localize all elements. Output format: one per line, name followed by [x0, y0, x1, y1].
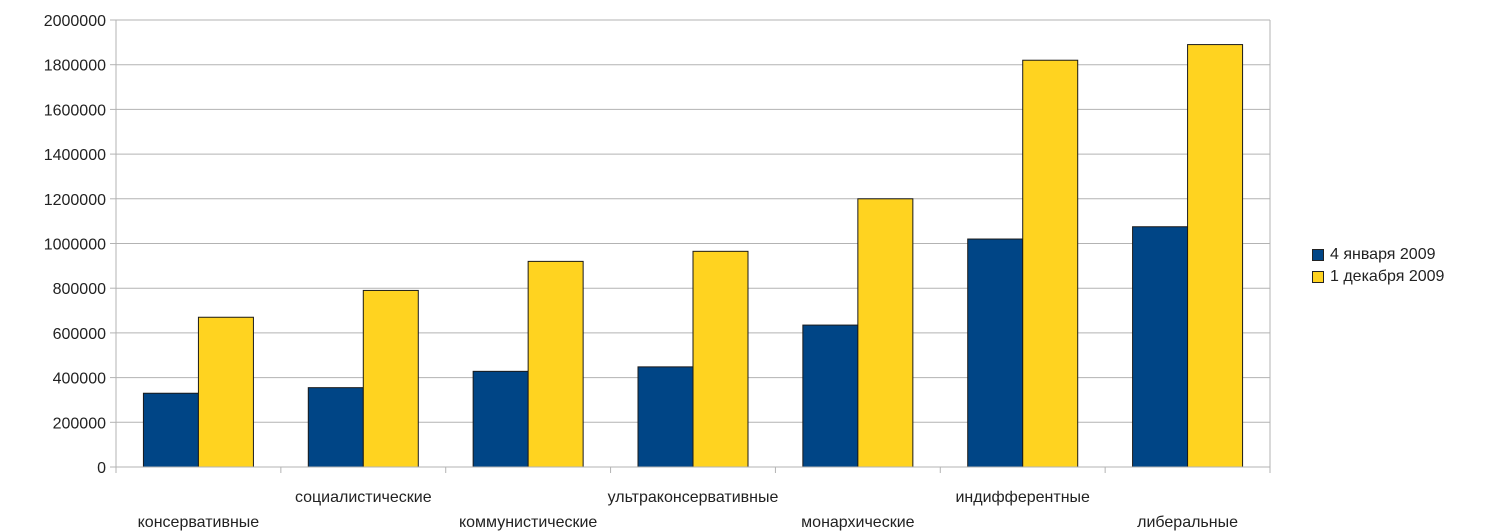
x-tick-label: ультраконсервативные — [608, 489, 779, 506]
x-tick-label: либеральные — [1137, 514, 1238, 531]
bar-series-1 — [1132, 226, 1189, 468]
y-tick-label: 1600000 — [44, 102, 106, 119]
bar-series-2 — [692, 250, 749, 468]
bar-series-1 — [472, 370, 529, 468]
legend-label: 4 января 2009 — [1330, 246, 1436, 263]
y-tick-label: 600000 — [53, 326, 106, 343]
x-tick-label: индифферентные — [955, 489, 1090, 506]
bar-series-1 — [142, 392, 199, 468]
y-tick-label: 2000000 — [44, 13, 106, 30]
y-tick-label: 0 — [97, 460, 106, 477]
y-tick-label: 800000 — [53, 281, 106, 298]
legend-item-series-2: 1 декабря 2009 — [1312, 266, 1444, 288]
y-tick-label: 1400000 — [44, 147, 106, 164]
x-tick-label: коммунистические — [459, 514, 597, 531]
bar-series-2 — [857, 198, 914, 468]
bars — [142, 44, 1244, 468]
bar-series-2 — [1022, 59, 1079, 468]
y-tick-label: 1800000 — [44, 58, 106, 75]
bar-series-1 — [637, 366, 694, 468]
bar-series-1 — [307, 387, 364, 468]
y-tick-label: 1000000 — [44, 237, 106, 254]
legend-swatch — [1312, 271, 1324, 283]
legend: 4 января 2009 1 декабря 2009 — [1312, 244, 1444, 288]
bar-series-1 — [802, 324, 859, 468]
y-axis-ticks: 0 200000 400000 600000 800000 1000000 1200000 1… — [44, 13, 116, 477]
legend-swatch — [1312, 249, 1324, 261]
y-tick-label: 200000 — [53, 415, 106, 432]
bar-series-2 — [527, 260, 584, 468]
axes — [115, 20, 1271, 468]
bar-series-1 — [967, 238, 1024, 468]
y-tick-label: 400000 — [53, 371, 106, 388]
bar-series-2 — [1187, 44, 1244, 468]
bar-series-2 — [197, 316, 254, 468]
x-tick-label: социалистические — [295, 489, 432, 506]
y-tick-label: 1200000 — [44, 192, 106, 209]
x-axis-ticks: консервативные социалистические коммунисти… — [115, 467, 1271, 531]
legend-label: 1 декабря 2009 — [1330, 268, 1445, 285]
x-tick-label: консервативные — [138, 514, 260, 531]
legend-item-series-1: 4 января 2009 — [1312, 244, 1444, 266]
x-tick-label: монархические — [801, 514, 914, 531]
bar-series-2 — [362, 289, 419, 468]
